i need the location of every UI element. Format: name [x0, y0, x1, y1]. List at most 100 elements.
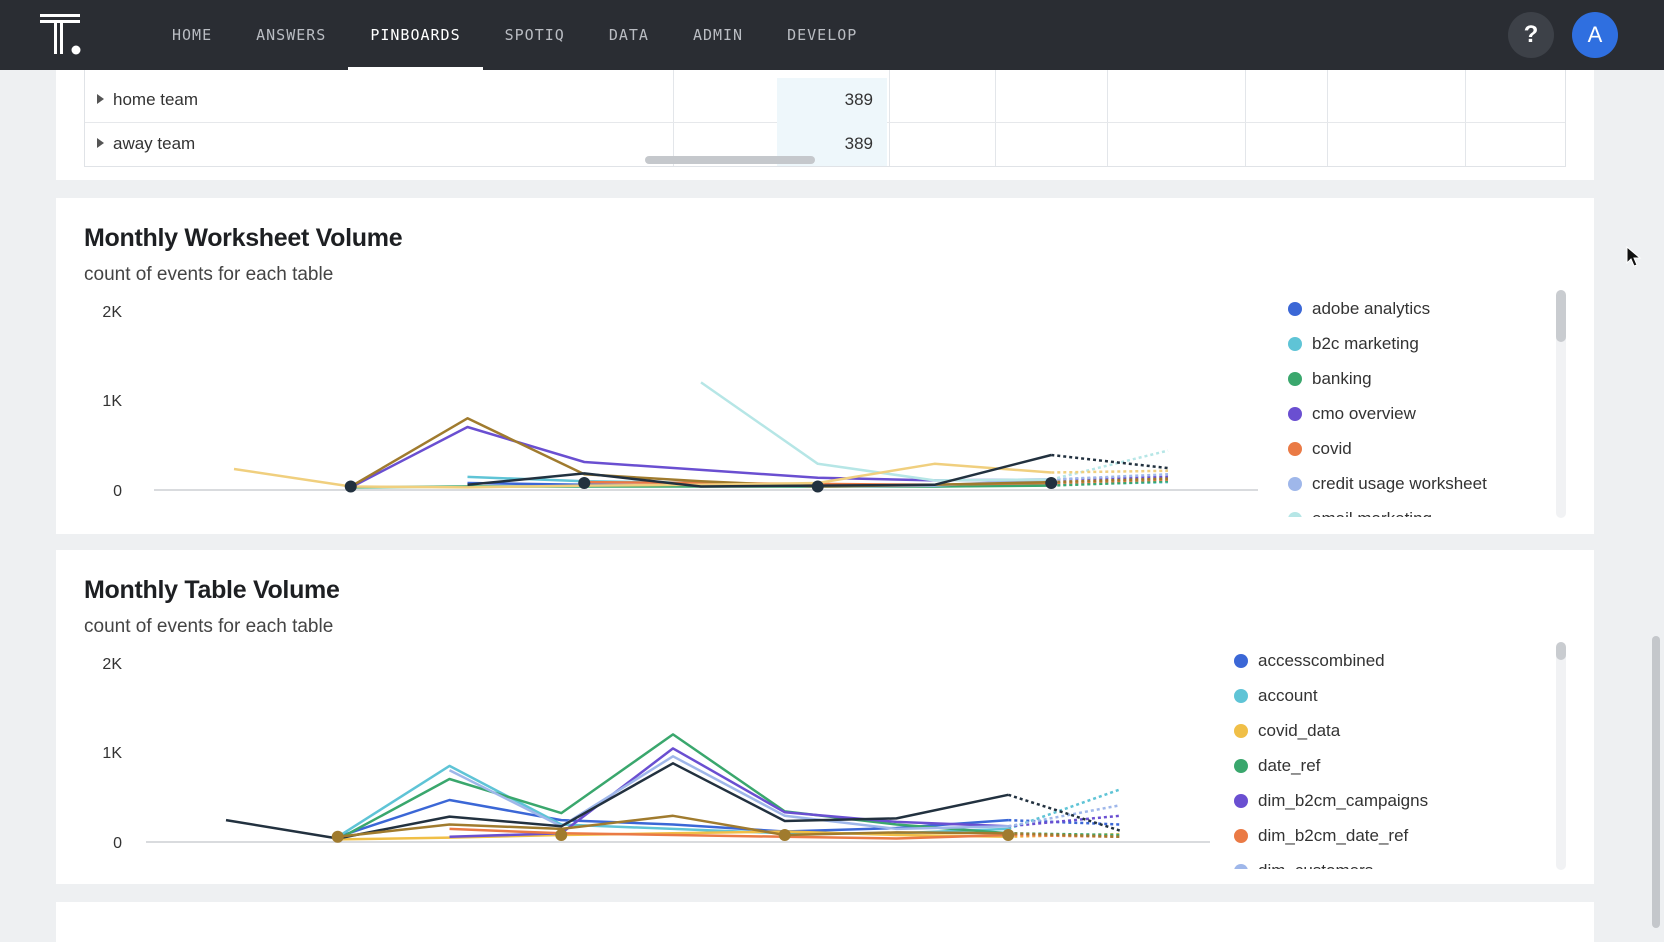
- legend-item[interactable]: email marketing: [1288, 501, 1558, 517]
- expand-caret-icon[interactable]: [97, 94, 104, 104]
- series-line[interactable]: [1007, 793, 1121, 832]
- legend-item[interactable]: dim_b2cm_date_ref: [1234, 818, 1534, 853]
- chart-title: Monthly Worksheet Volume: [84, 224, 403, 252]
- next-card: [56, 902, 1594, 942]
- table-row[interactable]: away team 389: [85, 122, 1565, 166]
- series-line[interactable]: [1051, 480, 1169, 487]
- legend-label: covid: [1312, 438, 1352, 458]
- nav-answers[interactable]: ANSWERS: [256, 26, 327, 44]
- thoughtspot-logo-icon[interactable]: [40, 14, 84, 56]
- y-tick-label: 0: [113, 835, 122, 852]
- series-line[interactable]: [337, 814, 1009, 839]
- table-line-chart[interactable]: [56, 550, 1594, 884]
- legend-swatch: [1234, 758, 1248, 773]
- legend-item[interactable]: adobe analytics: [1288, 291, 1558, 326]
- table-volume-card: Monthly Table Volume count of events for…: [56, 550, 1594, 884]
- series-line[interactable]: [233, 462, 1052, 489]
- legend-swatch: [1288, 441, 1302, 456]
- series-line[interactable]: [1051, 478, 1169, 485]
- nav-pinboards[interactable]: PINBOARDS: [348, 0, 483, 70]
- data-point[interactable]: [778, 829, 791, 841]
- chart-subtitle: count of events for each table: [84, 264, 334, 285]
- data-point[interactable]: [555, 829, 568, 841]
- legend-item[interactable]: banking: [1288, 361, 1558, 396]
- row-value: 389: [777, 78, 887, 122]
- expand-caret-icon[interactable]: [97, 138, 104, 148]
- legend-item[interactable]: account: [1234, 678, 1534, 713]
- legend-item[interactable]: accesscombined: [1234, 643, 1534, 678]
- series-line[interactable]: [1008, 814, 1121, 828]
- legend-label: credit usage worksheet: [1312, 473, 1487, 493]
- legend-scrollbar[interactable]: [1556, 642, 1566, 870]
- series-line[interactable]: [1051, 473, 1169, 481]
- series-line[interactable]: [350, 417, 1052, 488]
- data-point[interactable]: [811, 480, 824, 493]
- legend-item[interactable]: dim_b2cm_campaigns: [1234, 783, 1534, 818]
- user-avatar-button[interactable]: A: [1572, 12, 1618, 58]
- legend-swatch: [1288, 336, 1302, 351]
- series-line[interactable]: [1051, 480, 1169, 487]
- table-row[interactable]: home team 389: [85, 78, 1565, 123]
- worksheet-line-chart[interactable]: [56, 198, 1594, 534]
- series-line[interactable]: [1051, 475, 1169, 481]
- legend-label: banking: [1312, 368, 1372, 388]
- series-line[interactable]: [1051, 469, 1169, 474]
- y-tick-label: 0: [113, 483, 122, 500]
- series-line[interactable]: [467, 453, 1052, 488]
- row-label: away team: [113, 134, 196, 153]
- legend-swatch: [1288, 476, 1302, 491]
- nav-spotiq[interactable]: SPOTIQ: [504, 26, 565, 44]
- series-line[interactable]: [448, 755, 1009, 831]
- series-line[interactable]: [1051, 453, 1169, 470]
- table-column-divider: [673, 70, 674, 166]
- legend-item[interactable]: dim_customers: [1234, 853, 1534, 869]
- table-column-divider: [1245, 70, 1246, 166]
- help-button[interactable]: ?: [1508, 12, 1554, 58]
- nav-admin[interactable]: ADMIN: [692, 26, 744, 44]
- legend-item[interactable]: covid: [1288, 431, 1558, 466]
- legend-scrollbar[interactable]: [1556, 290, 1566, 518]
- data-table: home team 389 away team 389: [84, 70, 1566, 167]
- data-point[interactable]: [1002, 829, 1015, 841]
- legend-swatch: [1234, 863, 1248, 869]
- series-line[interactable]: [1008, 804, 1121, 828]
- data-point[interactable]: [1045, 477, 1058, 489]
- chart-title: Monthly Table Volume: [84, 576, 340, 604]
- legend-label: dim_customers: [1258, 861, 1373, 870]
- top-navigation-bar: HOME ANSWERS PINBOARDS SPOTIQ DATA ADMIN…: [0, 0, 1664, 70]
- legend-item[interactable]: cmo overview: [1288, 396, 1558, 431]
- nav-data[interactable]: DATA: [608, 26, 649, 44]
- legend-item[interactable]: b2c marketing: [1288, 326, 1558, 361]
- legend-scrollbar-thumb[interactable]: [1556, 642, 1566, 660]
- series-line[interactable]: [350, 425, 1052, 489]
- legend-item[interactable]: credit usage worksheet: [1288, 466, 1558, 501]
- data-point[interactable]: [578, 477, 591, 489]
- data-point[interactable]: [331, 830, 344, 843]
- legend-item[interactable]: date_ref: [1234, 748, 1534, 783]
- legend-swatch: [1288, 301, 1302, 316]
- series-line[interactable]: [700, 381, 1052, 482]
- horizontal-scrollbar-thumb[interactable]: [645, 156, 815, 164]
- y-tick-label: 2K: [102, 656, 122, 673]
- series-line[interactable]: [1050, 449, 1169, 481]
- nav-home[interactable]: HOME: [172, 26, 213, 44]
- page-scrollbar-thumb[interactable]: [1652, 636, 1660, 928]
- worksheet-volume-card: Monthly Worksheet Volume count of events…: [56, 198, 1594, 534]
- series-line[interactable]: [449, 747, 1009, 839]
- legend-swatch: [1234, 653, 1248, 668]
- legend-label: date_ref: [1258, 755, 1321, 775]
- series-line[interactable]: [337, 830, 1009, 841]
- series-line[interactable]: [1051, 477, 1169, 484]
- legend-item[interactable]: covid_data: [1234, 713, 1534, 748]
- series-line[interactable]: [449, 827, 1009, 840]
- legend-scrollbar-thumb[interactable]: [1556, 290, 1566, 342]
- legend-swatch: [1288, 371, 1302, 386]
- series-line[interactable]: [1008, 832, 1121, 839]
- y-tick-label: 2K: [102, 304, 122, 321]
- legend-label: accesscombined: [1258, 650, 1385, 670]
- data-point[interactable]: [344, 480, 357, 493]
- table-column-divider: [889, 70, 890, 166]
- nav-develop[interactable]: DEVELOP: [787, 26, 858, 44]
- series-line[interactable]: [337, 733, 1009, 841]
- mouse-cursor-icon: [1626, 246, 1642, 267]
